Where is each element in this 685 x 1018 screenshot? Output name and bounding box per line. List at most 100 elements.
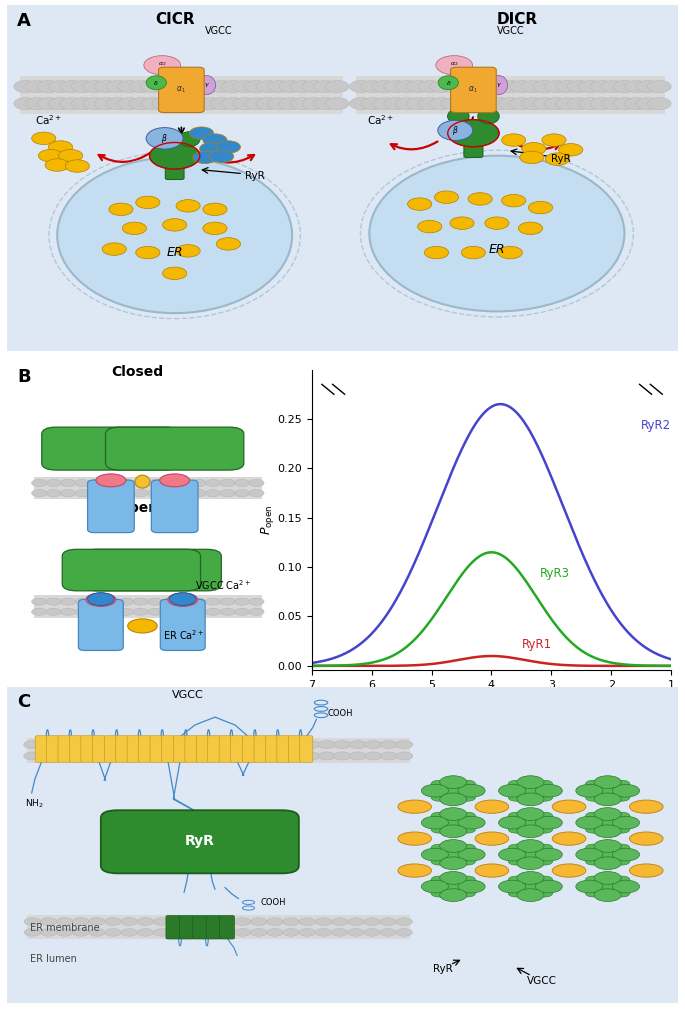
Circle shape <box>133 608 148 615</box>
Circle shape <box>46 490 61 497</box>
FancyBboxPatch shape <box>138 736 151 762</box>
Circle shape <box>129 98 153 110</box>
FancyBboxPatch shape <box>219 736 232 762</box>
Circle shape <box>517 840 544 852</box>
Circle shape <box>210 150 234 163</box>
Circle shape <box>592 880 623 894</box>
Circle shape <box>191 479 206 487</box>
Circle shape <box>441 98 465 110</box>
Circle shape <box>234 918 251 925</box>
Ellipse shape <box>475 800 509 813</box>
Circle shape <box>614 844 630 852</box>
Circle shape <box>612 784 640 797</box>
Circle shape <box>104 608 119 615</box>
Circle shape <box>636 80 660 93</box>
Circle shape <box>537 826 553 833</box>
Circle shape <box>256 752 273 760</box>
Circle shape <box>429 98 453 110</box>
Circle shape <box>46 608 61 615</box>
Circle shape <box>176 244 200 258</box>
Circle shape <box>104 598 119 606</box>
Circle shape <box>203 133 227 147</box>
Circle shape <box>384 80 408 93</box>
Circle shape <box>162 267 187 280</box>
Text: $\delta$: $\delta$ <box>153 78 159 87</box>
Circle shape <box>647 80 671 93</box>
Circle shape <box>431 876 447 884</box>
Circle shape <box>545 98 568 110</box>
Circle shape <box>464 98 488 110</box>
Ellipse shape <box>144 56 181 74</box>
Circle shape <box>485 217 509 229</box>
Ellipse shape <box>179 131 200 147</box>
Circle shape <box>586 812 601 819</box>
Circle shape <box>521 80 545 93</box>
Ellipse shape <box>438 120 473 140</box>
Circle shape <box>395 98 419 110</box>
Circle shape <box>136 246 160 259</box>
Circle shape <box>440 793 466 805</box>
Circle shape <box>460 876 475 884</box>
Circle shape <box>556 98 580 110</box>
Circle shape <box>132 740 149 748</box>
Circle shape <box>559 144 583 156</box>
Circle shape <box>468 192 493 206</box>
FancyBboxPatch shape <box>150 736 163 762</box>
Ellipse shape <box>630 832 663 845</box>
Circle shape <box>460 857 475 865</box>
Circle shape <box>303 752 320 760</box>
Circle shape <box>528 202 553 214</box>
Text: $\beta$: $\beta$ <box>161 132 168 145</box>
Text: A: A <box>17 12 31 30</box>
Circle shape <box>147 490 162 497</box>
Circle shape <box>315 928 332 937</box>
Circle shape <box>594 871 621 885</box>
Circle shape <box>510 80 534 93</box>
Circle shape <box>219 918 234 925</box>
Circle shape <box>419 98 442 110</box>
Circle shape <box>594 889 621 902</box>
Circle shape <box>440 825 466 838</box>
Circle shape <box>90 598 105 606</box>
Circle shape <box>421 881 449 893</box>
Circle shape <box>192 151 217 164</box>
Text: NH$_2$: NH$_2$ <box>25 798 44 810</box>
Circle shape <box>39 740 56 748</box>
Circle shape <box>176 200 200 212</box>
Circle shape <box>133 479 148 487</box>
FancyBboxPatch shape <box>266 736 279 762</box>
Text: ER Ca$^{2+}$: ER Ca$^{2+}$ <box>162 628 204 641</box>
Circle shape <box>408 197 432 211</box>
Text: $\alpha_1$: $\alpha_1$ <box>177 84 186 95</box>
Circle shape <box>537 876 553 884</box>
FancyBboxPatch shape <box>185 736 198 762</box>
Circle shape <box>535 848 562 861</box>
Text: $\gamma$: $\gamma$ <box>203 81 210 90</box>
Circle shape <box>521 98 545 110</box>
Circle shape <box>460 780 475 788</box>
Circle shape <box>175 98 199 110</box>
Circle shape <box>210 98 234 110</box>
Circle shape <box>162 490 177 497</box>
Circle shape <box>464 80 488 93</box>
Circle shape <box>613 80 637 93</box>
Circle shape <box>290 80 314 93</box>
FancyBboxPatch shape <box>165 158 184 179</box>
Circle shape <box>225 740 242 748</box>
Circle shape <box>535 881 562 893</box>
Circle shape <box>508 857 524 865</box>
Circle shape <box>501 194 526 207</box>
Ellipse shape <box>552 800 586 813</box>
Circle shape <box>586 826 601 833</box>
Circle shape <box>203 203 227 216</box>
Circle shape <box>535 816 562 829</box>
Circle shape <box>216 140 240 154</box>
FancyBboxPatch shape <box>451 67 496 113</box>
Circle shape <box>542 133 566 147</box>
Circle shape <box>249 490 264 497</box>
Circle shape <box>105 928 121 937</box>
Circle shape <box>299 918 315 925</box>
Circle shape <box>347 918 364 925</box>
Circle shape <box>73 918 89 925</box>
Ellipse shape <box>490 75 508 95</box>
